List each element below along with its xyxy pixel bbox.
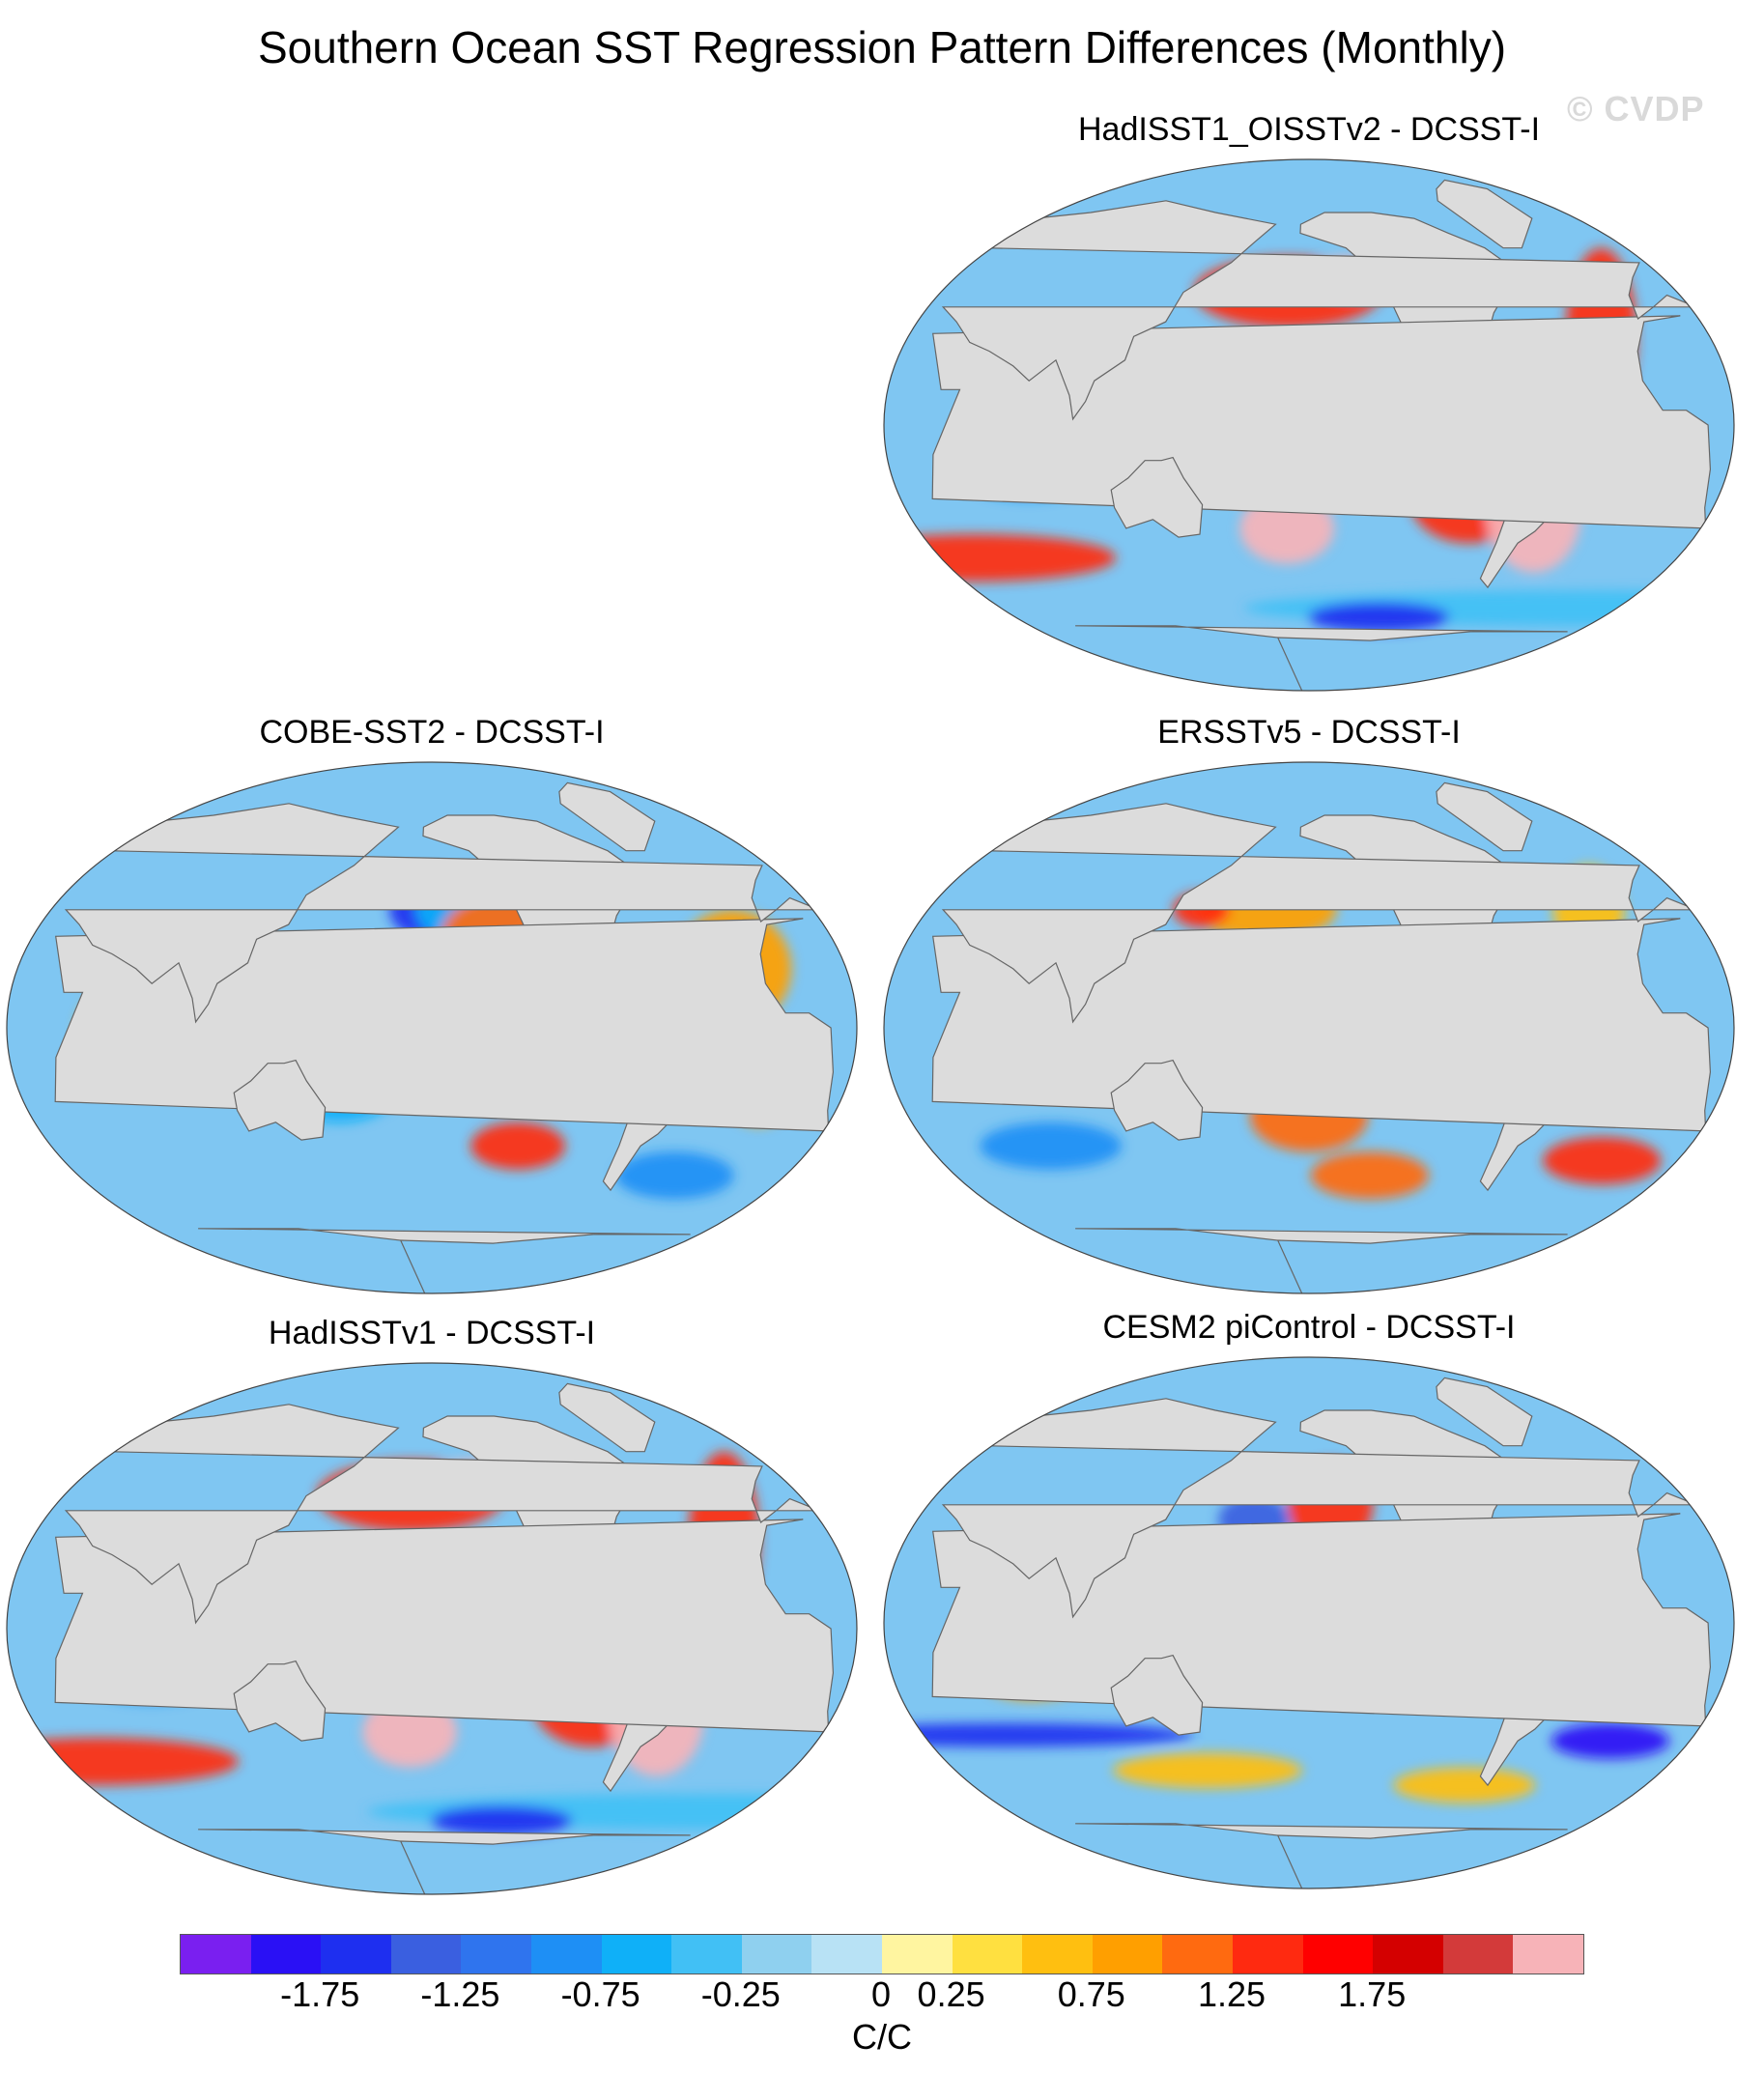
colorbar-box [1092,1935,1163,1974]
colorbar-box [390,1935,462,1974]
land-greenland [558,1382,656,1453]
colorbar-box [1302,1935,1374,1974]
colorbar-tick-label: 0 [870,1974,892,2014]
colorbar-box [530,1935,602,1974]
panel-title: CESM2 piControl - DCSST-I [1102,1309,1516,1346]
colorbar-box [741,1935,812,1974]
colorbar-box [1022,1935,1093,1974]
map-panel-cobe-sst2: COBE-SST2 - DCSST-I [2,713,862,1350]
panel-title: HadISSTv1 - DCSST-I [268,1315,596,1351]
map-outline [6,761,858,1294]
colorbar-box [1162,1935,1233,1974]
sst-anomaly-region [470,1122,566,1170]
colorbar-box [181,1935,251,1974]
panel-title: ERSSTv5 - DCSST-I [1157,714,1461,751]
land-australia [1110,1059,1204,1141]
colorbar-box [461,1935,531,1974]
map-svg [883,1356,1735,1889]
land-australia [1110,456,1204,538]
land-greenland [1436,179,1533,249]
colorbar-tick-label: -0.75 [560,1974,640,2014]
colorbar-box [1232,1935,1303,1974]
map-panel-hadisst1-oisstv2: HadISST1_OISSTv2 - DCSST-I [879,110,1739,748]
land-antarctica [198,1829,691,1894]
page-title: Southern Ocean SST Regression Pattern Di… [257,22,1507,72]
land-antarctica [1075,1823,1568,1888]
land-africa [931,1513,1712,1727]
land-antarctica [1075,1228,1568,1293]
watermark: © CVDP [1567,89,1705,128]
colorbar [180,1934,1584,1974]
map-svg [6,1362,858,1895]
land-australia [1110,1654,1204,1736]
land-australia [233,1059,327,1141]
land-greenland [558,781,656,852]
map-outline [883,761,1735,1294]
colorbar-box [881,1935,953,1974]
map-svg [6,761,858,1294]
colorbar-box [601,1935,672,1974]
land-antarctica [198,1228,691,1293]
map-svg [883,158,1735,692]
colorbar-tick-label: -0.25 [700,1974,781,2014]
sst-anomaly-region [1393,1767,1536,1803]
land-africa [931,918,1712,1132]
colorbar-box [250,1935,322,1974]
colorbar-box [321,1935,391,1974]
land-antarctica [1075,625,1568,691]
sst-anomaly-region [615,1151,734,1200]
colorbar-tick-label: 1.75 [1338,1974,1407,2014]
sst-anomaly-region [1310,1151,1429,1200]
colorbar-box [1373,1935,1443,1974]
sst-anomaly-region [1113,1752,1303,1789]
map-panel-cesm2-picontrol: CESM2 piControl - DCSST-I [879,1308,1739,1945]
colorbar-box [1513,1935,1583,1974]
sst-anomaly-region [980,1122,1122,1170]
land-africa [931,315,1712,529]
panel-title: HadISST1_OISSTv2 - DCSST-I [1077,111,1541,148]
map-svg [883,761,1735,1294]
sst-anomaly-region [430,1805,573,1835]
land-australia [233,1660,327,1742]
sst-anomaly-region [1543,1137,1662,1184]
land-greenland [1436,781,1533,852]
colorbar-box [671,1935,742,1974]
map-outline [883,158,1735,692]
map-panel-ersstv5: ERSSTv5 - DCSST-I [879,713,1739,1350]
colorbar-units: C/C [852,2017,912,2057]
colorbar-tick-label: 0.75 [1057,1974,1125,2014]
map-outline [883,1356,1735,1889]
land-africa [54,1519,835,1733]
colorbar-tick-label: 1.25 [1197,1974,1266,2014]
land-africa [54,918,835,1132]
land-greenland [1436,1377,1533,1447]
colorbar-box [1442,1935,1514,1974]
colorbar-tick-label: 0.25 [917,1974,985,2014]
colorbar-labels: -1.75 -1.25 -0.75 -0.25 0 0.25 0.75 1.25 1.75 [180,1974,1582,2023]
colorbar-box [811,1935,882,1974]
map-panel-hadisstv1: HadISSTv1 - DCSST-I [2,1314,862,1951]
panel-title: COBE-SST2 - DCSST-I [259,714,605,751]
colorbar-tick-label: -1.75 [280,1974,360,2014]
sst-anomaly-region [1551,1722,1670,1759]
colorbar-tick-label: -1.25 [420,1974,500,2014]
sst-anomaly-region [1307,602,1450,632]
map-outline [6,1362,858,1895]
colorbar-box [952,1935,1023,1974]
